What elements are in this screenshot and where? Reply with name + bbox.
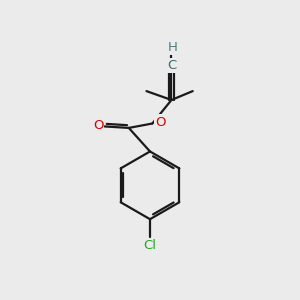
Text: C: C <box>167 59 176 72</box>
Text: H: H <box>168 41 178 54</box>
Text: O: O <box>155 116 166 128</box>
Text: O: O <box>93 119 104 132</box>
Text: Cl: Cl <box>143 238 157 252</box>
